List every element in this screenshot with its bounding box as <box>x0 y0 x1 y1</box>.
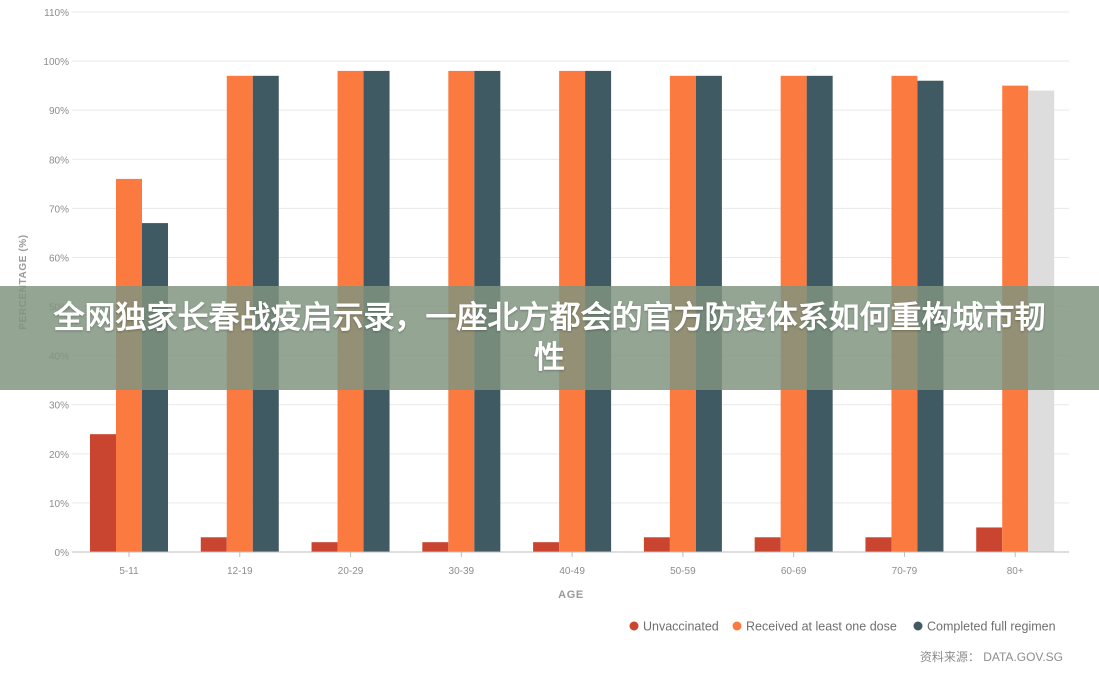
legend-swatch <box>732 621 742 631</box>
y-axis-ticks: 0%10%20%30%40%50%60%70%80%90%100%110% <box>43 8 69 559</box>
y-tick-label: 100% <box>43 57 69 68</box>
legend-swatch <box>629 621 639 631</box>
x-tick-label: 40-49 <box>559 566 585 577</box>
legend-label: Received at least one dose <box>746 620 897 634</box>
x-tick-label: 50-59 <box>670 566 696 577</box>
headline-banner: 全网独家长春战疫启示录，一座北方都会的官方防疫体系如何重构城市韧性 <box>0 286 1099 390</box>
y-tick-label: 80% <box>49 155 69 166</box>
y-tick-label: 20% <box>49 450 69 461</box>
bar-unvaccinated <box>643 537 670 552</box>
bar-unvaccinated <box>311 542 338 552</box>
x-tick-label: 80+ <box>1007 566 1024 577</box>
bar-unvaccinated <box>976 527 1003 552</box>
y-tick-label: 90% <box>49 106 69 117</box>
x-tick-label: 5-11 <box>119 566 139 577</box>
headline-title: 全网独家长春战疫启示录，一座北方都会的官方防疫体系如何重构城市韧性 <box>53 300 1046 376</box>
legend-label: Completed full regimen <box>927 620 1056 634</box>
bar-unvaccinated <box>90 434 116 552</box>
y-tick-label: 110% <box>44 8 69 19</box>
y-tick-label: 70% <box>49 204 69 215</box>
bar-unvaccinated <box>533 542 560 552</box>
x-tick-label: 12-19 <box>227 566 253 577</box>
legend-label: Unvaccinated <box>643 620 719 634</box>
x-tick-label: 70-79 <box>892 566 918 577</box>
bar-unvaccinated <box>422 542 449 552</box>
x-axis-label: AGE <box>558 589 584 601</box>
y-tick-label: 30% <box>49 401 69 412</box>
bar-unvaccinated <box>754 537 781 552</box>
y-tick-label: 10% <box>49 499 69 510</box>
source-label: 资料来源： DATA.GOV.SG <box>920 650 1063 664</box>
y-tick-label: 60% <box>49 253 69 264</box>
x-axis-ticks: 5-11 12-19 20-29 30-39 40-49 50-59 60-69 70-79 8… <box>119 552 1024 577</box>
x-tick-label: 60-69 <box>781 566 807 577</box>
y-axis-label: PERCENTAGE (%) <box>18 234 29 329</box>
x-tick-label: 30-39 <box>449 566 475 577</box>
y-tick-label: 0% <box>55 548 70 559</box>
legend: Unvaccinated Received at least one dose Co… <box>629 620 1056 634</box>
bar-unvaccinated <box>865 537 892 552</box>
bar-unvaccinated <box>200 537 227 552</box>
legend-swatch <box>913 621 923 631</box>
x-tick-label: 20-29 <box>338 566 364 577</box>
